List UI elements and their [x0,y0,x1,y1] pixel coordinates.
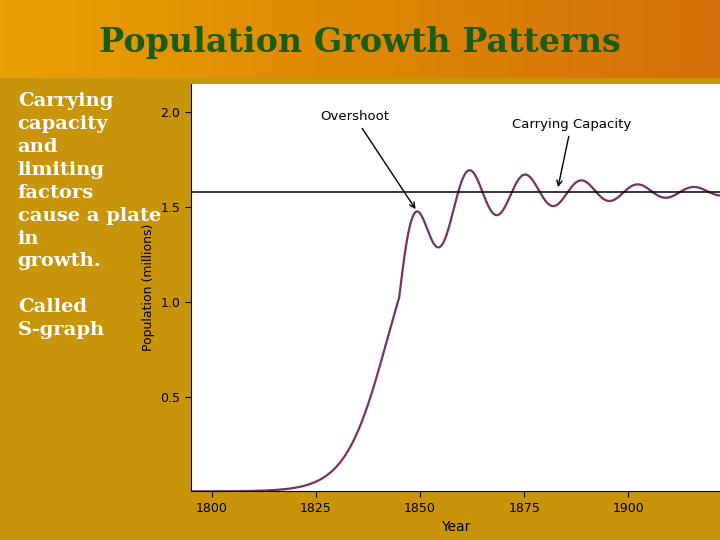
Text: Overshoot: Overshoot [320,110,415,208]
Text: Carrying Capacity: Carrying Capacity [512,118,631,186]
Y-axis label: Population (millions): Population (millions) [142,224,155,351]
Text: Carrying
capacity
and
limiting
factors
cause a plate
in
growth.

Called
S-graph: Carrying capacity and limiting factors c… [17,92,161,339]
Text: Population Growth Patterns: Population Growth Patterns [99,26,621,59]
X-axis label: Year: Year [441,521,470,535]
